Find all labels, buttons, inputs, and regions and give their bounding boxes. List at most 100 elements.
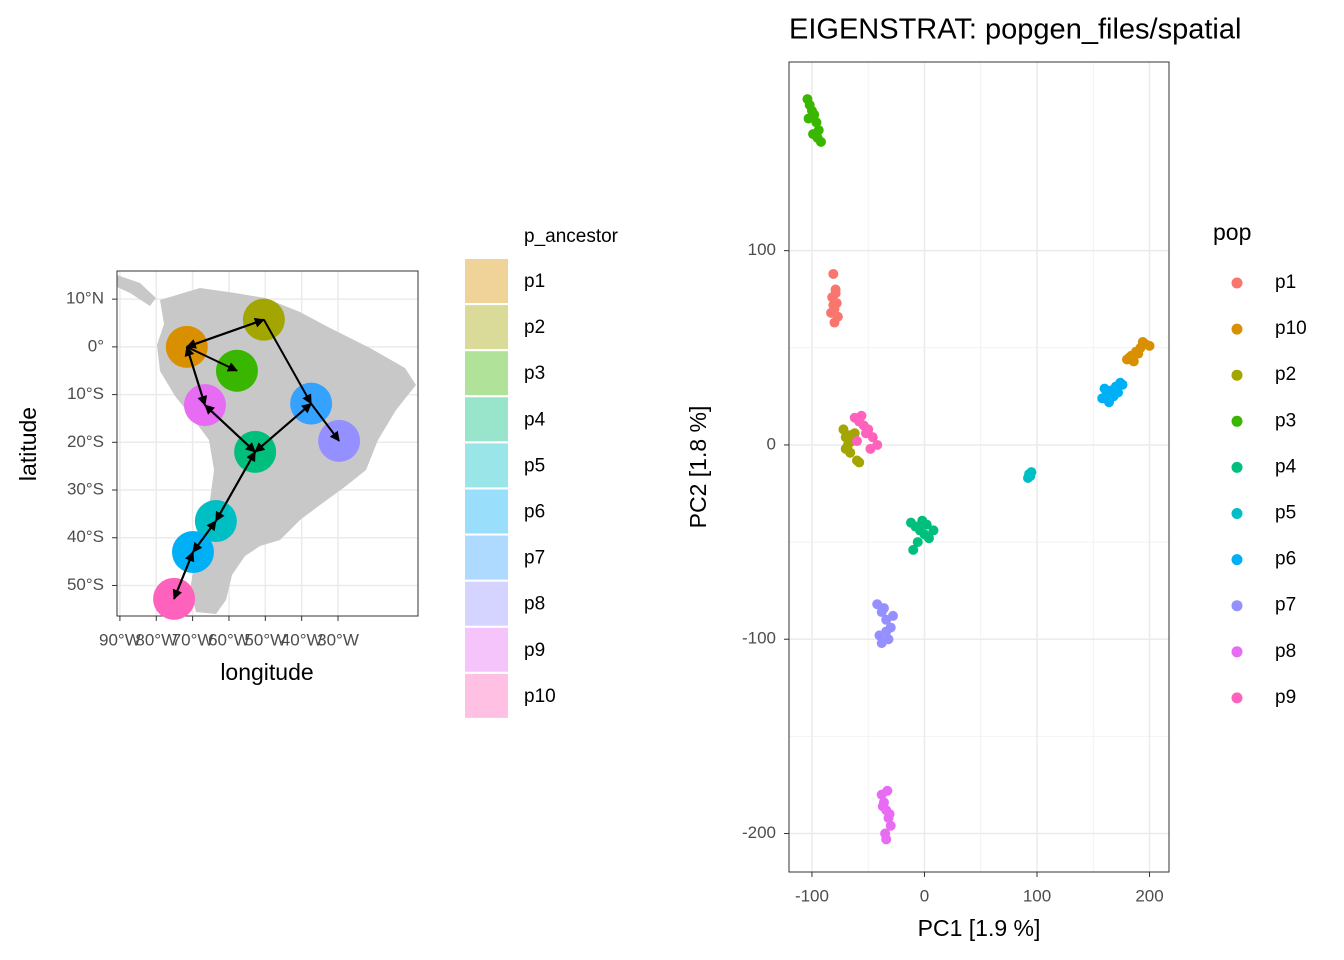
point — [1099, 383, 1110, 394]
point — [928, 525, 939, 536]
legend-key — [1231, 461, 1243, 473]
legend-key — [465, 535, 508, 580]
point — [828, 268, 839, 279]
x-tick-label: 100 — [1023, 886, 1051, 905]
chart-title: EIGENSTRAT: popgen_files/spatial — [789, 14, 1241, 46]
x-tick-label: 70°W — [172, 630, 214, 649]
legend-key — [1231, 277, 1243, 289]
migration-arrow — [186, 345, 238, 372]
legend-key — [465, 627, 508, 672]
point — [1133, 348, 1144, 359]
legend-label: p9 — [524, 640, 545, 661]
legend-title: p_ancestor — [524, 226, 619, 247]
y-tick-label: 50°S — [67, 575, 104, 594]
y-tick-label: 40°S — [67, 527, 104, 546]
point — [923, 533, 934, 544]
x-tick-label: 50°W — [244, 630, 286, 649]
x-tick-label: 80°W — [135, 630, 177, 649]
migration-arrow — [173, 551, 195, 600]
x-tick-label: -100 — [795, 886, 829, 905]
x-tick-label: 60°W — [208, 630, 250, 649]
legend-key — [465, 259, 508, 303]
x-axis-label: longitude — [220, 659, 313, 685]
legend-key — [1231, 554, 1243, 566]
legend-label: p10 — [1275, 318, 1307, 339]
legend-label: p10 — [524, 686, 556, 707]
legend-key — [465, 397, 508, 442]
y-tick-label: 20°S — [67, 432, 104, 451]
point — [884, 809, 895, 820]
legend-key — [465, 673, 508, 718]
legend-key — [1231, 369, 1243, 381]
point — [840, 443, 851, 454]
point — [917, 515, 928, 526]
point — [856, 410, 867, 421]
y-tick-label: 0 — [767, 434, 776, 453]
point — [882, 785, 893, 796]
legend-label: p5 — [1275, 503, 1296, 524]
legend-label: p5 — [524, 455, 545, 476]
point — [878, 603, 889, 614]
x-axis-label: PC1 [1.9 %] — [918, 915, 1041, 941]
legend-key — [1231, 323, 1243, 335]
y-tick-label: 30°S — [67, 480, 104, 499]
migration-arrow — [254, 402, 312, 453]
point — [838, 424, 849, 435]
y-axis-label: latitude — [15, 407, 41, 481]
legend-label: p1 — [1275, 272, 1296, 293]
point — [828, 300, 839, 311]
point — [1113, 387, 1124, 398]
migration-arrow — [215, 450, 257, 522]
legend-label: p6 — [1275, 549, 1296, 570]
y-tick-label: 10°N — [66, 289, 104, 308]
migration-arrow — [185, 318, 265, 349]
point — [865, 443, 876, 454]
point — [908, 544, 919, 555]
legend-label: p6 — [524, 502, 545, 523]
point — [860, 428, 871, 439]
legend-label: p1 — [524, 271, 545, 292]
migration-arrow — [310, 403, 340, 442]
map-marks — [153, 298, 361, 620]
point — [881, 834, 892, 845]
legend-label: p8 — [524, 594, 545, 615]
point — [877, 801, 888, 812]
legend-key — [1231, 508, 1243, 519]
point — [887, 610, 898, 621]
legend-key — [1231, 415, 1243, 427]
y-tick-label: 100 — [748, 240, 776, 259]
x-tick-label: 40°W — [281, 630, 323, 649]
y-tick-label: 10°S — [67, 384, 104, 403]
legend-label: p4 — [524, 409, 546, 430]
map-panel — [116, 270, 419, 617]
legend-label: p8 — [1275, 641, 1296, 662]
legend-key — [1231, 600, 1243, 612]
migration-arrow — [204, 404, 256, 453]
legend-label: p2 — [1275, 364, 1296, 385]
pca-grid — [789, 62, 1169, 872]
legend-label: p3 — [1275, 410, 1296, 431]
migration-arrow — [262, 319, 312, 405]
legend-key — [465, 581, 508, 626]
point — [811, 117, 822, 128]
pca-panel — [788, 61, 1170, 873]
point — [1137, 336, 1148, 347]
migration-arrow — [185, 346, 208, 407]
point — [830, 288, 841, 299]
point — [1117, 379, 1128, 390]
point — [854, 457, 865, 468]
y-tick-label: -100 — [742, 629, 776, 648]
point — [876, 638, 887, 649]
legend-key — [465, 443, 508, 488]
point — [829, 317, 840, 328]
legend-key — [1231, 692, 1243, 704]
y-tick-label: -200 — [742, 823, 776, 842]
point — [812, 132, 823, 143]
migration-arrow — [192, 520, 217, 553]
x-tick-label: 90°W — [99, 630, 141, 649]
legend-label: p2 — [524, 317, 545, 338]
point — [803, 113, 814, 124]
point — [1026, 467, 1037, 478]
point — [881, 626, 892, 637]
